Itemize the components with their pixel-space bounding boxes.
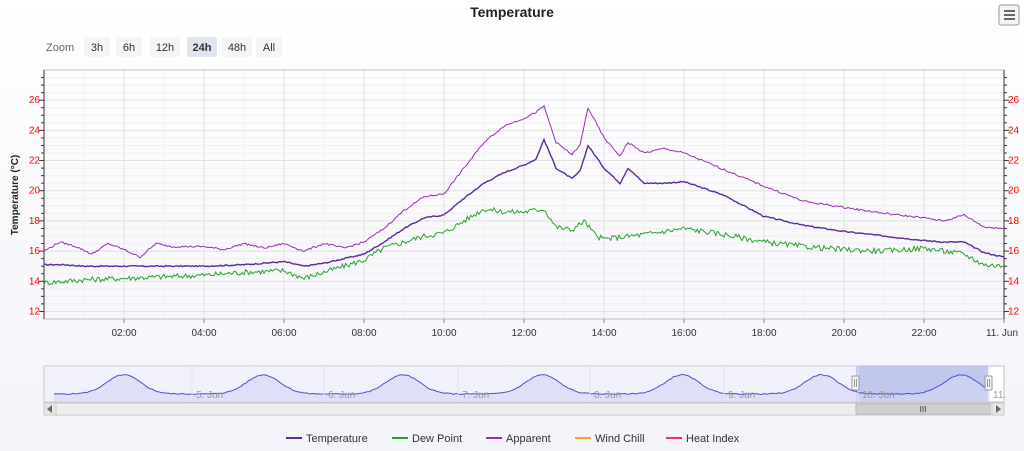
x-axis-ticks: 02:00 04:00 06:00 08:00 10:00 12:00 14:00 16:00… xyxy=(111,319,1018,339)
legend-label: Heat Index xyxy=(686,433,740,445)
zoom-button-label: All xyxy=(263,42,275,54)
navigator-series-area xyxy=(54,374,989,402)
zoom-button-group: 3h 6h 12h 24h 48h All xyxy=(84,37,282,57)
navigator[interactable]: 5. Jun 6. Jun 7. Jun 8. Jun 9. Jun 10. Jun 11. xyxy=(43,365,1006,403)
series-line-dew-point xyxy=(43,206,1005,286)
series-line-apparent xyxy=(43,104,1005,259)
zoom-button-label: 6h xyxy=(123,42,135,54)
navigator-date-label: 7. Jun xyxy=(462,390,489,401)
zoom-button-label: 3h xyxy=(91,42,103,54)
navigator-handle-left[interactable] xyxy=(851,375,860,391)
x-tick-label: 12:00 xyxy=(511,328,536,339)
y-tick-label-right: 26 xyxy=(1008,95,1020,106)
x-tick-label: 11. Jun xyxy=(986,328,1018,339)
zoom-button-12h[interactable]: 12h xyxy=(150,37,180,57)
zoom-button-3h[interactable]: 3h xyxy=(84,37,110,57)
legend-label: Dew Point xyxy=(412,433,462,445)
legend-item-dew-point[interactable]: Dew Point xyxy=(392,433,462,445)
legend-item-temperature[interactable]: Temperature xyxy=(286,433,368,445)
legend-item-heat-index[interactable]: Heat Index xyxy=(666,433,740,445)
legend-label: Wind Chill xyxy=(595,433,645,445)
zoom-button-48h[interactable]: 48h xyxy=(222,37,252,57)
y-tick-label-left: 24 xyxy=(29,125,41,136)
legend-item-apparent[interactable]: Apparent xyxy=(486,433,551,445)
y-axis-ticks: 12 12 14 14 16 16 18 18 20 20 22 22 24 24 26 26 xyxy=(29,77,1020,317)
y-tick-label-right: 22 xyxy=(1008,156,1020,167)
arrow-right-icon xyxy=(996,405,1001,413)
arrow-left-icon xyxy=(47,405,52,413)
y-tick-label-left: 18 xyxy=(29,216,41,227)
navigator-labels: 5. Jun 6. Jun 7. Jun 8. Jun 9. Jun 10. Jun 11. xyxy=(191,366,1006,402)
y-tick-label-left: 16 xyxy=(29,246,41,257)
x-tick-label: 22:00 xyxy=(911,328,936,339)
y-tick-label-right: 24 xyxy=(1008,125,1020,136)
legend-item-wind-chill[interactable]: Wind Chill xyxy=(575,433,645,445)
navigator-series-line xyxy=(53,373,990,395)
navigator-date-label: 6. Jun xyxy=(328,390,355,401)
chart-menu-button[interactable] xyxy=(998,4,1020,26)
y-axis-title: Temperature (°C) xyxy=(10,155,21,236)
y-tick-label-right: 20 xyxy=(1008,186,1020,197)
scrollbar-thumb[interactable] xyxy=(855,403,991,415)
plot-grid xyxy=(43,70,1005,319)
zoom-label: Zoom xyxy=(46,42,74,54)
y-tick-label-left: 26 xyxy=(29,95,41,106)
x-tick-label: 20:00 xyxy=(831,328,856,339)
scrollbar[interactable]: III xyxy=(43,402,1005,416)
y-tick-label-left: 22 xyxy=(29,156,41,167)
series-line-temperature xyxy=(44,137,1005,268)
y-tick-label-right: 18 xyxy=(1008,216,1020,227)
zoom-button-label: 24h xyxy=(193,42,212,54)
chart-title: Temperature xyxy=(470,4,554,20)
x-tick-label: 06:00 xyxy=(271,328,296,339)
navigator-date-label: 5. Jun xyxy=(196,390,223,401)
zoom-button-label: 12h xyxy=(156,42,174,54)
series-group xyxy=(43,104,1005,286)
y-tick-label-right: 12 xyxy=(1008,306,1020,317)
zoom-button-All[interactable]: All xyxy=(256,37,282,57)
scrollbar-grip: III xyxy=(920,405,927,414)
y-tick-label-left: 20 xyxy=(29,186,41,197)
zoom-button-6h[interactable]: 6h xyxy=(116,37,142,57)
y-tick-label-left: 12 xyxy=(29,306,41,317)
navigator-date-label: 10. Jun xyxy=(862,390,895,401)
x-tick-label: 14:00 xyxy=(591,328,616,339)
y-tick-label-left: 14 xyxy=(29,276,41,287)
x-tick-label: 04:00 xyxy=(191,328,216,339)
x-tick-label: 08:00 xyxy=(351,328,376,339)
zoom-button-label: 48h xyxy=(228,42,246,54)
navigator-date-label: 11. xyxy=(993,390,1006,401)
navigator-date-label: 9. Jun xyxy=(728,390,755,401)
x-tick-label: 10:00 xyxy=(431,328,456,339)
x-tick-label: 18:00 xyxy=(751,328,776,339)
x-tick-label: 02:00 xyxy=(111,328,136,339)
navigator-date-label: 8. Jun xyxy=(594,390,621,401)
y-tick-label-right: 14 xyxy=(1008,276,1020,287)
zoom-button-24h[interactable]: 24h xyxy=(187,37,217,57)
navigator-handle-right[interactable] xyxy=(984,375,993,391)
legend: Temperature Dew Point Apparent Wind Chill He… xyxy=(286,433,740,445)
hamburger-menu-icon xyxy=(1004,10,1015,20)
legend-label: Apparent xyxy=(506,433,551,445)
legend-label: Temperature xyxy=(306,433,368,445)
y-tick-label-right: 16 xyxy=(1008,246,1020,257)
x-tick-label: 16:00 xyxy=(671,328,696,339)
